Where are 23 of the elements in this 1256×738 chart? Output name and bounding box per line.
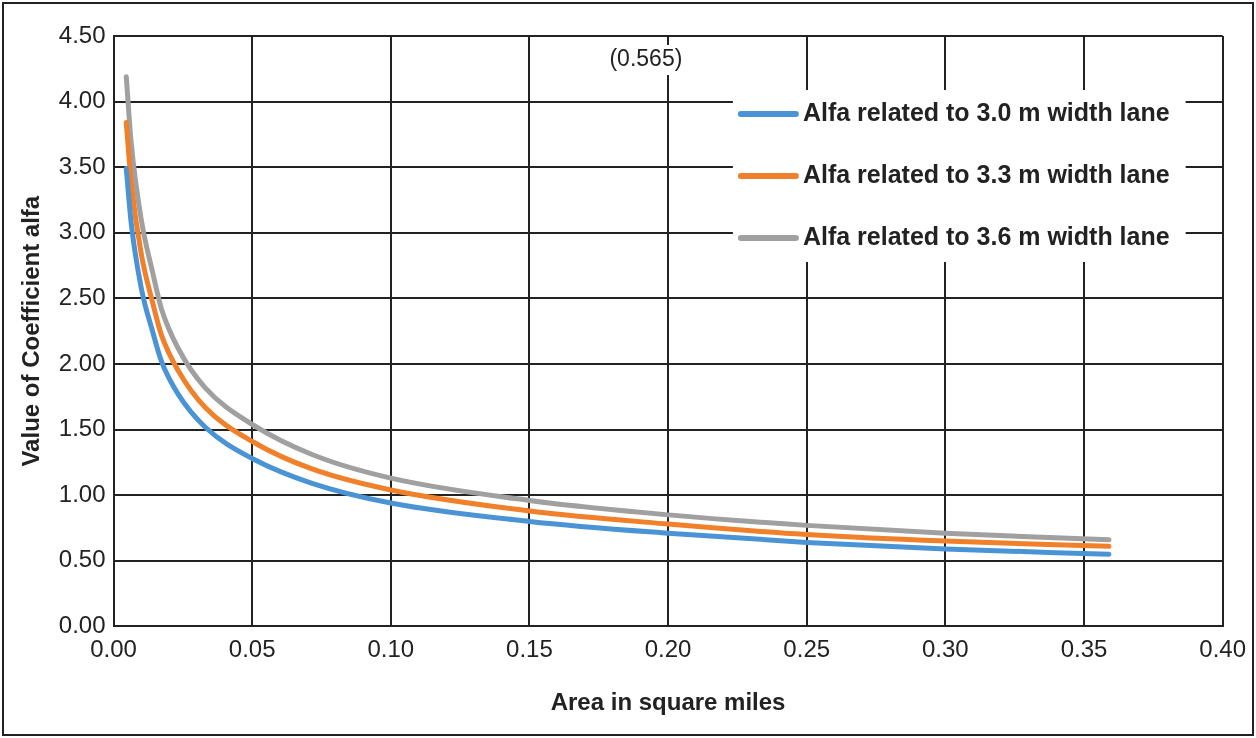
y-tick-label: 3.50 — [58, 151, 106, 179]
y-tick-label: 4.50 — [58, 20, 106, 48]
y-tick-label: 3.00 — [58, 217, 106, 245]
x-tick-label: 0.05 — [228, 635, 276, 663]
x-axis-title: Area in square miles — [550, 688, 786, 716]
y-axis-title: Value of Coefficient alfa — [17, 195, 45, 467]
legend-label: Alfa related to 3.6 m width lane — [802, 221, 1170, 250]
x-tick-label: 0.25 — [783, 635, 831, 663]
x-tick-label: 0.30 — [922, 635, 969, 663]
y-tick-label: 0.50 — [58, 545, 106, 573]
x-tick-label: 0.20 — [644, 635, 692, 663]
y-tick-label: 4.00 — [58, 86, 106, 114]
x-tick-label: 0.10 — [367, 635, 415, 663]
y-tick-label: 2.00 — [58, 348, 106, 376]
legend-label: Alfa related to 3.0 m width lane — [802, 97, 1170, 126]
annotation: (0.565) — [609, 45, 683, 72]
x-tick-label: 0.40 — [1199, 635, 1246, 663]
y-tick-label: 2.50 — [58, 283, 106, 311]
x-tick-label: 0.35 — [1060, 635, 1108, 663]
x-tick-label: 0.15 — [506, 635, 553, 663]
y-tick-label: 1.00 — [58, 479, 106, 507]
y-tick-label: 1.50 — [58, 414, 106, 442]
legend-label: Alfa related to 3.3 m width lane — [802, 159, 1170, 188]
